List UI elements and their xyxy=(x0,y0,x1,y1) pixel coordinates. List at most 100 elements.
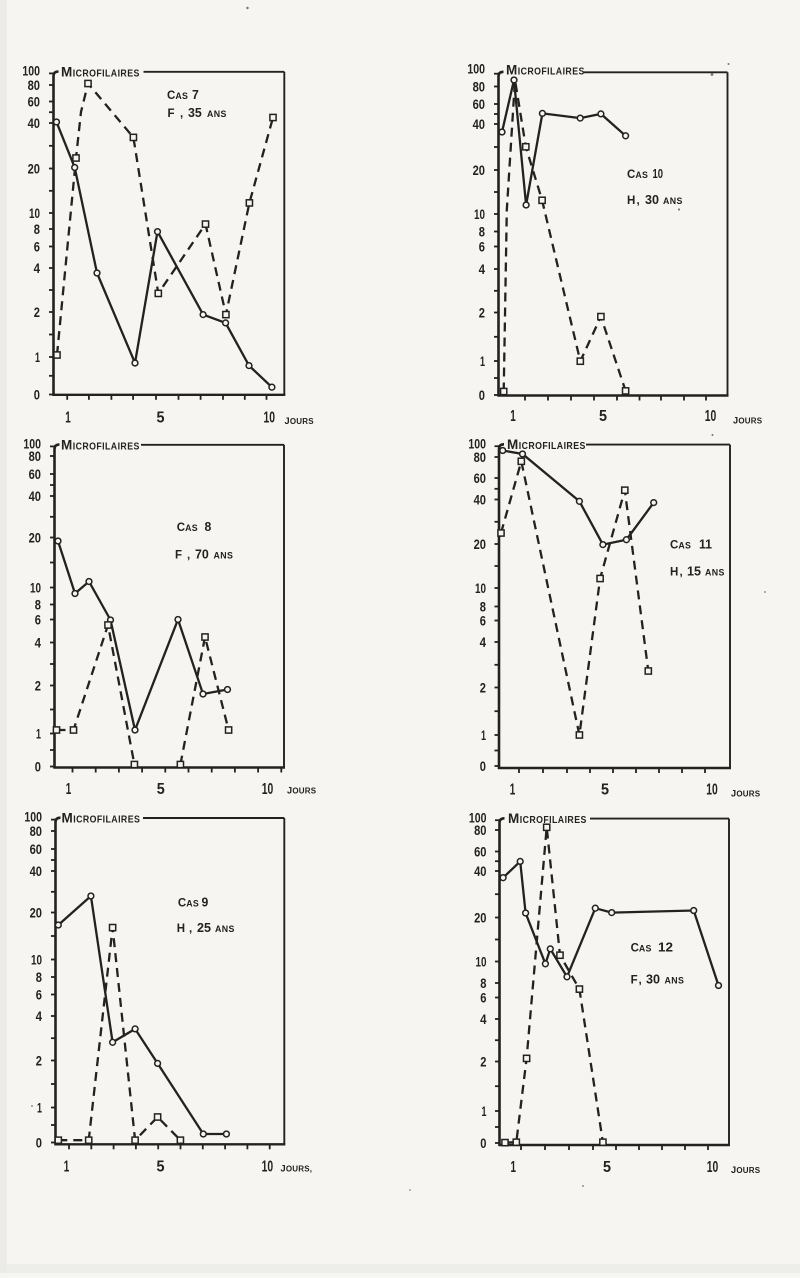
svg-text:10: 10 xyxy=(706,782,718,799)
svg-text:5: 5 xyxy=(599,408,607,425)
svg-text:5: 5 xyxy=(601,782,609,799)
svg-text:,: , xyxy=(187,550,190,562)
svg-text:25: 25 xyxy=(197,920,211,935)
svg-text:6: 6 xyxy=(480,613,487,628)
svg-text:10: 10 xyxy=(30,580,41,595)
svg-text:10: 10 xyxy=(29,206,40,221)
svg-text:CAS: CAS xyxy=(670,540,691,552)
svg-text:CAS: CAS xyxy=(177,522,198,534)
svg-text:60: 60 xyxy=(474,471,486,486)
svg-text:0: 0 xyxy=(36,1135,42,1150)
svg-text:2: 2 xyxy=(480,1054,486,1069)
svg-text:,: , xyxy=(180,108,183,120)
svg-text:10: 10 xyxy=(262,781,274,798)
svg-text:,: , xyxy=(637,195,640,207)
svg-text:60: 60 xyxy=(473,97,485,112)
svg-text:MICROFILAIRES: MICROFILAIRES xyxy=(61,65,140,80)
svg-text:6: 6 xyxy=(480,990,487,1005)
svg-text:0: 0 xyxy=(480,1136,486,1151)
svg-text:2: 2 xyxy=(480,680,486,695)
svg-text:10: 10 xyxy=(705,408,717,425)
svg-text:5: 5 xyxy=(157,1159,165,1176)
svg-text:10: 10 xyxy=(262,1159,274,1176)
svg-text:ANS: ANS xyxy=(207,109,227,119)
svg-text:5: 5 xyxy=(157,410,165,427)
svg-text:1: 1 xyxy=(64,1159,70,1176)
svg-text:1: 1 xyxy=(65,410,71,427)
svg-text:30: 30 xyxy=(645,192,659,207)
svg-text:CAS: CAS xyxy=(631,943,652,955)
svg-text:1: 1 xyxy=(511,1159,517,1176)
svg-text:60: 60 xyxy=(29,467,41,482)
svg-text:40: 40 xyxy=(28,116,40,131)
svg-text:CAS: CAS xyxy=(627,169,648,181)
svg-text:8: 8 xyxy=(480,599,487,614)
svg-text:100: 100 xyxy=(469,810,487,825)
svg-text:ANS: ANS xyxy=(663,196,683,206)
svg-text:100: 100 xyxy=(23,436,41,451)
svg-text:70: 70 xyxy=(195,547,209,562)
svg-text:35: 35 xyxy=(188,105,202,120)
svg-text:1: 1 xyxy=(66,781,72,798)
svg-text:15: 15 xyxy=(687,564,701,579)
svg-text:6: 6 xyxy=(34,239,41,254)
svg-text:20: 20 xyxy=(474,537,486,552)
svg-text:8: 8 xyxy=(36,970,43,985)
svg-text:8: 8 xyxy=(34,222,41,237)
svg-text:MICROFILAIRES: MICROFILAIRES xyxy=(61,438,140,453)
svg-text:40: 40 xyxy=(473,117,485,132)
svg-text:60: 60 xyxy=(474,844,486,859)
svg-text:2: 2 xyxy=(34,305,40,320)
svg-text:20: 20 xyxy=(30,905,42,920)
svg-text:H: H xyxy=(670,567,678,579)
svg-text:ANS: ANS xyxy=(705,568,725,578)
svg-text:2: 2 xyxy=(35,678,41,693)
svg-text:MICROFILAIRES: MICROFILAIRES xyxy=(62,811,141,826)
svg-text:80: 80 xyxy=(30,824,42,839)
svg-text:11: 11 xyxy=(699,537,712,552)
svg-text:40: 40 xyxy=(29,489,41,504)
svg-text:1: 1 xyxy=(481,728,486,743)
svg-text:1: 1 xyxy=(482,1104,487,1119)
svg-text:0: 0 xyxy=(480,759,486,774)
svg-text:F: F xyxy=(631,975,638,987)
svg-text:10: 10 xyxy=(707,1159,719,1176)
svg-text:4: 4 xyxy=(36,1009,43,1024)
svg-text:H: H xyxy=(177,923,185,935)
svg-text:8: 8 xyxy=(205,519,212,534)
svg-text:100: 100 xyxy=(22,63,40,78)
svg-text:1: 1 xyxy=(510,782,516,799)
svg-text:20: 20 xyxy=(473,163,485,178)
svg-text:0: 0 xyxy=(479,388,485,403)
svg-text:CAS: CAS xyxy=(178,898,199,910)
svg-text:12: 12 xyxy=(658,940,673,955)
svg-text:6: 6 xyxy=(36,987,43,1002)
svg-text:F: F xyxy=(175,550,182,562)
svg-text:8: 8 xyxy=(480,976,487,991)
svg-text:20: 20 xyxy=(28,161,40,176)
svg-text:10: 10 xyxy=(474,207,485,222)
svg-text:80: 80 xyxy=(474,823,486,838)
svg-text:1: 1 xyxy=(37,1100,42,1115)
svg-text:0: 0 xyxy=(34,387,40,402)
svg-text:30: 30 xyxy=(646,972,660,987)
svg-text:ANS: ANS xyxy=(665,976,685,986)
svg-text:2: 2 xyxy=(36,1053,42,1068)
svg-text:JOURS,: JOURS, xyxy=(281,1164,313,1174)
svg-text:6: 6 xyxy=(35,612,42,627)
svg-text:4: 4 xyxy=(35,635,42,650)
svg-text:80: 80 xyxy=(28,78,40,93)
svg-text:,: , xyxy=(639,975,642,987)
svg-text:1: 1 xyxy=(36,726,41,741)
svg-text:0: 0 xyxy=(35,759,41,774)
svg-text:4: 4 xyxy=(480,635,487,650)
svg-text:10: 10 xyxy=(476,954,487,969)
svg-text:5: 5 xyxy=(157,781,165,798)
svg-text:1: 1 xyxy=(480,354,485,369)
svg-text:1: 1 xyxy=(35,350,40,365)
svg-text:4: 4 xyxy=(34,261,41,276)
svg-text:F: F xyxy=(168,108,175,120)
svg-text:20: 20 xyxy=(474,910,486,925)
svg-text:MICROFILAIRES: MICROFILAIRES xyxy=(507,437,586,452)
svg-text:10: 10 xyxy=(475,581,486,596)
